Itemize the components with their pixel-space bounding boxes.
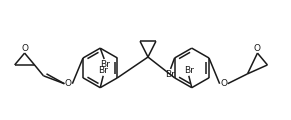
Text: Br: Br — [98, 66, 108, 75]
Text: Br: Br — [165, 70, 175, 79]
Text: Br: Br — [184, 66, 194, 75]
Text: O: O — [220, 79, 227, 88]
Text: O: O — [21, 44, 28, 53]
Text: Br: Br — [100, 60, 110, 69]
Text: O: O — [65, 79, 72, 88]
Text: O: O — [254, 44, 261, 53]
